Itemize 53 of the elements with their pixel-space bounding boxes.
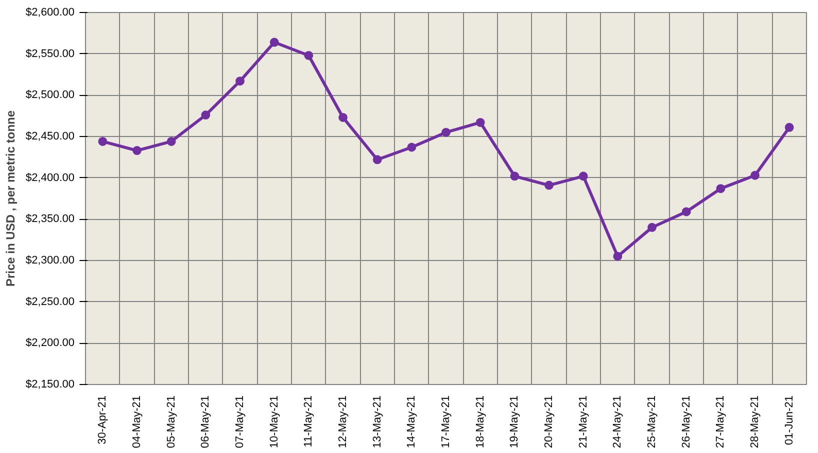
y-axis-title: Price in USD , per metric tonne (4, 110, 18, 287)
point (578, 172, 588, 181)
x-tick-label: 12-May-21 (337, 396, 349, 448)
y-tick-label: $2,300.00 (26, 254, 74, 266)
y-tick-label: $2,250.00 (26, 296, 74, 308)
point (716, 184, 726, 194)
x-tick-label: 30-Apr-21 (96, 395, 109, 444)
x-tick-label: 27-May-21 (714, 396, 727, 448)
x-tick-label: 13-May-21 (371, 396, 384, 448)
x-tick-label: 17-May-21 (440, 396, 452, 448)
point (304, 50, 314, 60)
x-tick-label: 05-May-21 (165, 396, 178, 448)
point (201, 110, 210, 120)
y-tick-label: $2,350.00 (26, 213, 74, 226)
x-tick-label: 25-May-21 (646, 396, 658, 448)
point (166, 136, 176, 146)
x-tick-label: 21-May-21 (577, 396, 590, 448)
x-tick-label: 20-May-21 (543, 396, 555, 448)
x-tick-label: 11-May-21 (302, 395, 315, 448)
point (648, 222, 656, 232)
point (476, 118, 485, 127)
x-tick-label: 26-May-21 (680, 396, 692, 448)
x-tick-label: 10-May-21 (268, 396, 280, 448)
point (132, 146, 142, 156)
point (270, 38, 279, 47)
point (544, 180, 554, 190)
y-tick-label: $2,450.00 (26, 130, 74, 142)
point (784, 122, 794, 132)
x-tick-label: 04-May-21 (131, 396, 143, 448)
point (98, 136, 108, 146)
point (613, 252, 622, 261)
point (750, 170, 760, 180)
x-tick-label: 24-May-21 (612, 396, 624, 448)
point (442, 128, 450, 137)
point (510, 172, 520, 181)
point (682, 207, 691, 216)
point (338, 112, 348, 122)
point (407, 142, 416, 152)
point (236, 76, 244, 86)
x-tick-label: 01-Jun-21 (783, 395, 796, 446)
y-tick-label: $2,550.00 (26, 48, 74, 60)
y-tick-label: $2,500.00 (26, 89, 74, 102)
x-tick-label: 19-May-21 (508, 396, 521, 448)
x-tick-label: 28-May-21 (749, 396, 761, 448)
point (372, 155, 382, 164)
y-tick-label: $2,150.00 (26, 378, 74, 390)
x-tick-label: 06-May-21 (200, 396, 212, 448)
y-tick-label: $2,400.00 (26, 172, 74, 184)
y-tick-label: $2,200.00 (26, 337, 74, 350)
y-tick-label: $2,600.00 (26, 6, 74, 18)
x-tick-label: 14-May-21 (406, 396, 418, 448)
x-tick-label: 18-May-21 (474, 396, 486, 448)
x-tick-label: 07-May-21 (234, 396, 246, 448)
